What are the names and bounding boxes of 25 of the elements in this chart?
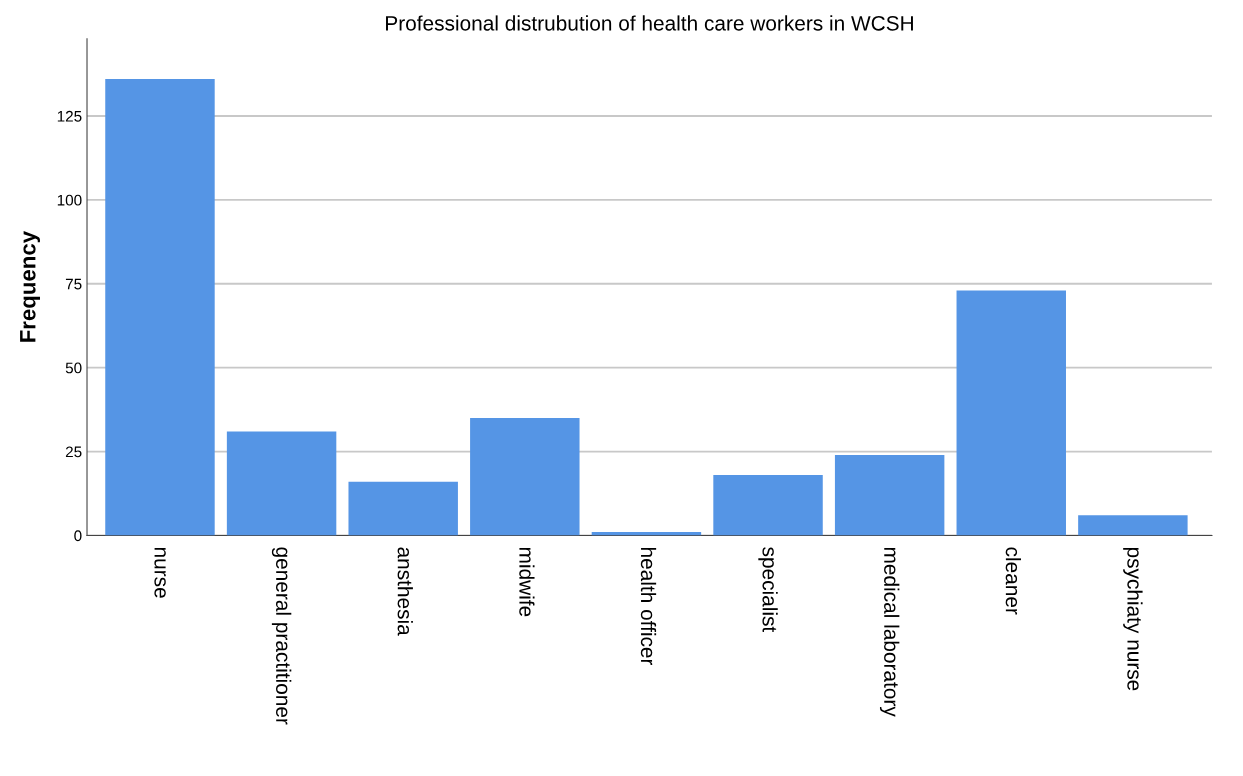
y-tick-label: 75 — [65, 278, 82, 290]
x-tick-label: general practitioner — [271, 547, 292, 725]
y-tick-label: 100 — [57, 194, 82, 206]
bar — [1078, 515, 1188, 536]
x-tick-label: medical laboratory — [879, 547, 900, 717]
bar — [834, 454, 945, 536]
y-tick-label: 25 — [65, 446, 82, 458]
bar — [226, 431, 337, 536]
chart-title: Professional distrubution of health care workers in WCSH — [386, 15, 913, 31]
bar — [348, 481, 458, 536]
y-tick-label: 50 — [65, 362, 82, 374]
x-tick-label: health officer — [640, 548, 657, 666]
x-tick-label: nurse — [154, 547, 166, 598]
x-tick-label: midwife — [519, 547, 535, 617]
x-tick-label: ansthesia — [397, 547, 413, 636]
x-tick-label: specialist — [758, 547, 778, 633]
y-axis-title: Frequency — [20, 231, 40, 342]
x-tick-label: psychiaty nurse — [1123, 547, 1143, 691]
bar — [470, 417, 580, 536]
y-tick-label: 125 — [57, 110, 82, 122]
bar — [956, 290, 1066, 536]
x-tick-label: cleaner — [1005, 547, 1021, 615]
bar — [713, 475, 823, 536]
bar — [105, 79, 215, 536]
y-tick-label: 0 — [74, 530, 82, 542]
